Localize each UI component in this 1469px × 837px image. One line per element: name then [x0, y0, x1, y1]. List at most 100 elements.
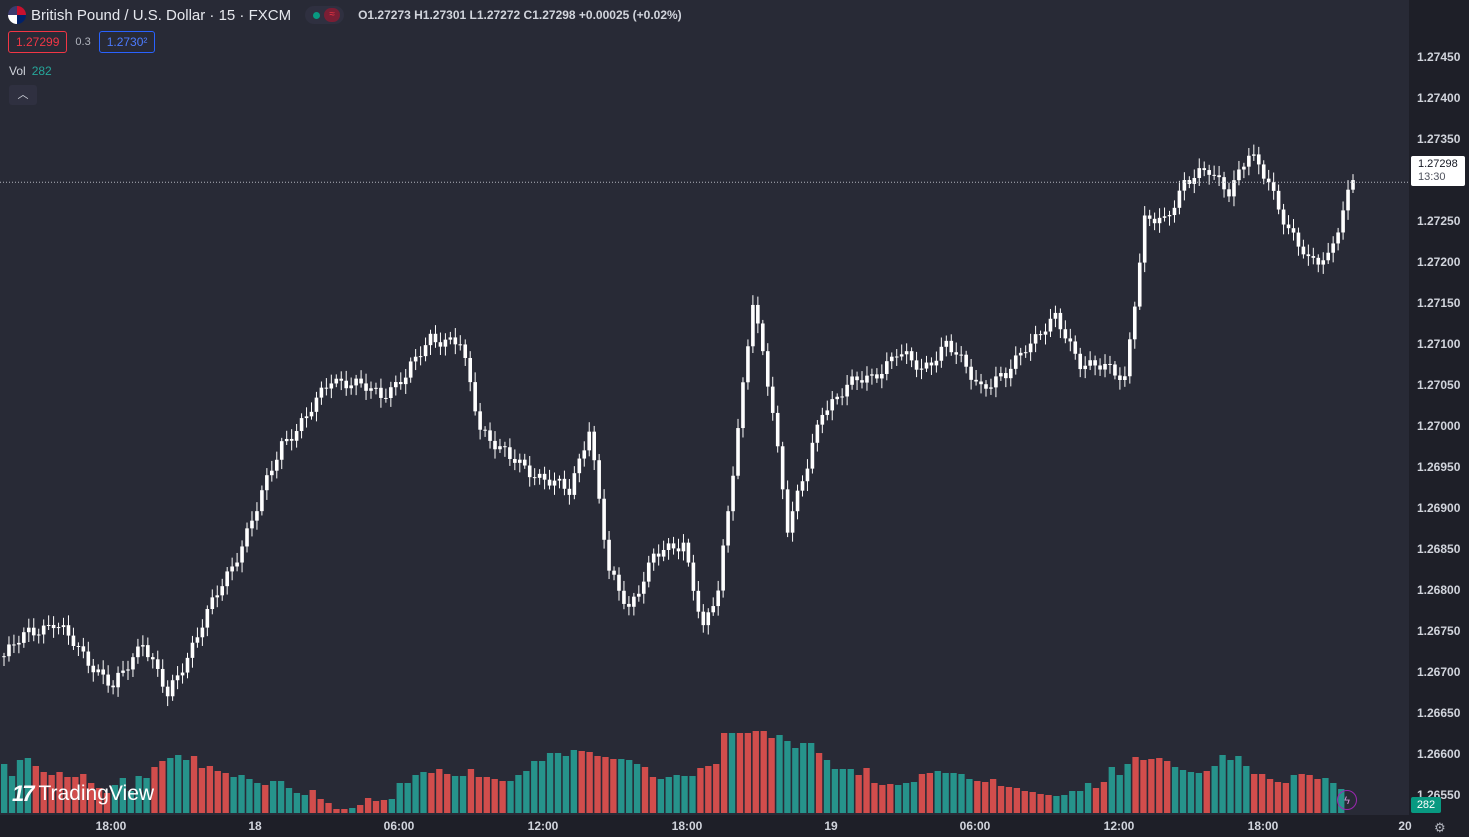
- price-tick: 1.26900: [1417, 500, 1461, 515]
- price-tick: 1.27000: [1417, 418, 1461, 433]
- sell-button[interactable]: 1.27299: [8, 31, 68, 53]
- candle-body: [279, 441, 284, 460]
- candle-body: [1182, 180, 1187, 191]
- volume-bar: [863, 768, 870, 813]
- volume-bar: [1298, 774, 1305, 813]
- candle-body: [979, 381, 983, 385]
- candle-body: [260, 490, 264, 512]
- candle-body: [582, 450, 587, 459]
- volume-bar: [64, 777, 71, 813]
- volume-bar: [135, 776, 142, 813]
- volume-bar: [728, 733, 736, 813]
- volume-bar: [515, 775, 522, 813]
- volume-legend-value: 282: [31, 64, 52, 78]
- candle-body: [716, 590, 720, 607]
- candle-body: [324, 387, 329, 389]
- price-tick: 1.26750: [1417, 623, 1461, 638]
- candle-body: [656, 553, 661, 557]
- volume-bar: [879, 785, 886, 813]
- time-tick: 12:00: [527, 819, 559, 833]
- candle-body: [180, 672, 185, 676]
- candle-body: [1247, 155, 1251, 167]
- volume-legend[interactable]: Vol 282: [9, 64, 52, 78]
- candle-body: [71, 635, 76, 646]
- candle-body: [597, 460, 601, 499]
- volume-bar: [705, 766, 712, 813]
- volume-bar: [594, 756, 601, 813]
- volume-bar: [966, 779, 973, 813]
- volume-bar: [633, 764, 641, 813]
- volume-bar: [420, 772, 427, 813]
- volume-bar: [1029, 792, 1036, 813]
- volume-bar: [341, 809, 348, 813]
- volume-bar: [1100, 782, 1108, 813]
- candle-body: [865, 375, 869, 383]
- volume-bar: [1314, 779, 1321, 813]
- candle-body: [31, 627, 36, 636]
- volume-bar: [475, 777, 483, 813]
- candle-body: [195, 637, 200, 643]
- time-scale[interactable]: 18:00 18 06:00 12:00 18:00 19 06:00 12:00 18:00 2…: [0, 815, 1469, 837]
- price-tick: 1.26950: [1417, 459, 1461, 474]
- settings-gear-icon[interactable]: ⚙: [1434, 820, 1446, 835]
- candle-body: [1177, 190, 1182, 208]
- candle-body: [1192, 177, 1197, 184]
- price-tick: 1.26700: [1417, 664, 1461, 679]
- candle-body: [1058, 312, 1063, 330]
- candle-body: [894, 356, 899, 358]
- candle-body: [215, 595, 220, 598]
- price-scale[interactable]: 1.274501.274001.273501.273001.272501.272…: [1409, 0, 1469, 815]
- candle-body: [1311, 256, 1316, 258]
- volume-bar: [713, 764, 720, 813]
- spread-value: 0.3: [75, 36, 91, 48]
- candle-body: [1157, 217, 1162, 224]
- chart-area[interactable]: [0, 0, 1409, 815]
- candle-body: [364, 383, 368, 391]
- candle-body: [46, 624, 51, 626]
- candle-body: [66, 625, 71, 636]
- time-tick: 06:00: [383, 819, 415, 833]
- candle-body: [964, 354, 968, 367]
- candle-body: [359, 378, 363, 384]
- candle-body: [914, 360, 919, 370]
- candle-body: [934, 360, 939, 366]
- candle-body: [513, 458, 517, 463]
- volume-bar: [72, 777, 79, 813]
- collapse-legend-button[interactable]: ︿: [9, 85, 37, 105]
- candle-body: [41, 625, 46, 635]
- volume-bar: [151, 767, 158, 813]
- market-status[interactable]: ≈: [305, 6, 345, 24]
- candle-body: [1073, 341, 1078, 354]
- candle-body: [870, 374, 874, 376]
- candle-body: [443, 339, 448, 347]
- volume-bar: [175, 755, 182, 813]
- volume-bar: [48, 775, 55, 813]
- candle-body: [1152, 218, 1157, 224]
- candle-body: [527, 465, 532, 478]
- volume-bar: [111, 785, 119, 813]
- symbol-title[interactable]: British Pound / U.S. Dollar · 15 · FXCM: [31, 6, 292, 24]
- tradingview-logo[interactable]: 17 TradingView: [12, 781, 154, 807]
- volume-bar: [1037, 794, 1044, 813]
- volume-bar: [24, 758, 32, 813]
- lightning-icon[interactable]: ϟ: [1337, 790, 1357, 810]
- volume-bar: [1266, 779, 1274, 813]
- candle-body: [994, 376, 998, 388]
- volume-bar: [1251, 774, 1258, 813]
- volume-bar: [839, 769, 846, 813]
- volume-bar: [1243, 766, 1250, 813]
- candle-body: [959, 354, 963, 356]
- buy-button[interactable]: 1.2730²: [98, 31, 156, 53]
- candle-body: [627, 603, 631, 607]
- volume-bar: [206, 766, 214, 813]
- volume-bar: [665, 777, 672, 813]
- candle-body: [770, 386, 775, 413]
- volume-bar: [1005, 787, 1013, 813]
- price-chart[interactable]: [0, 0, 1409, 815]
- candle-body: [438, 342, 443, 347]
- volume-bar: [720, 733, 728, 813]
- volume-bar: [1108, 767, 1115, 813]
- volume-bar: [182, 760, 190, 813]
- candle-body: [587, 431, 592, 451]
- candle-body: [845, 384, 849, 397]
